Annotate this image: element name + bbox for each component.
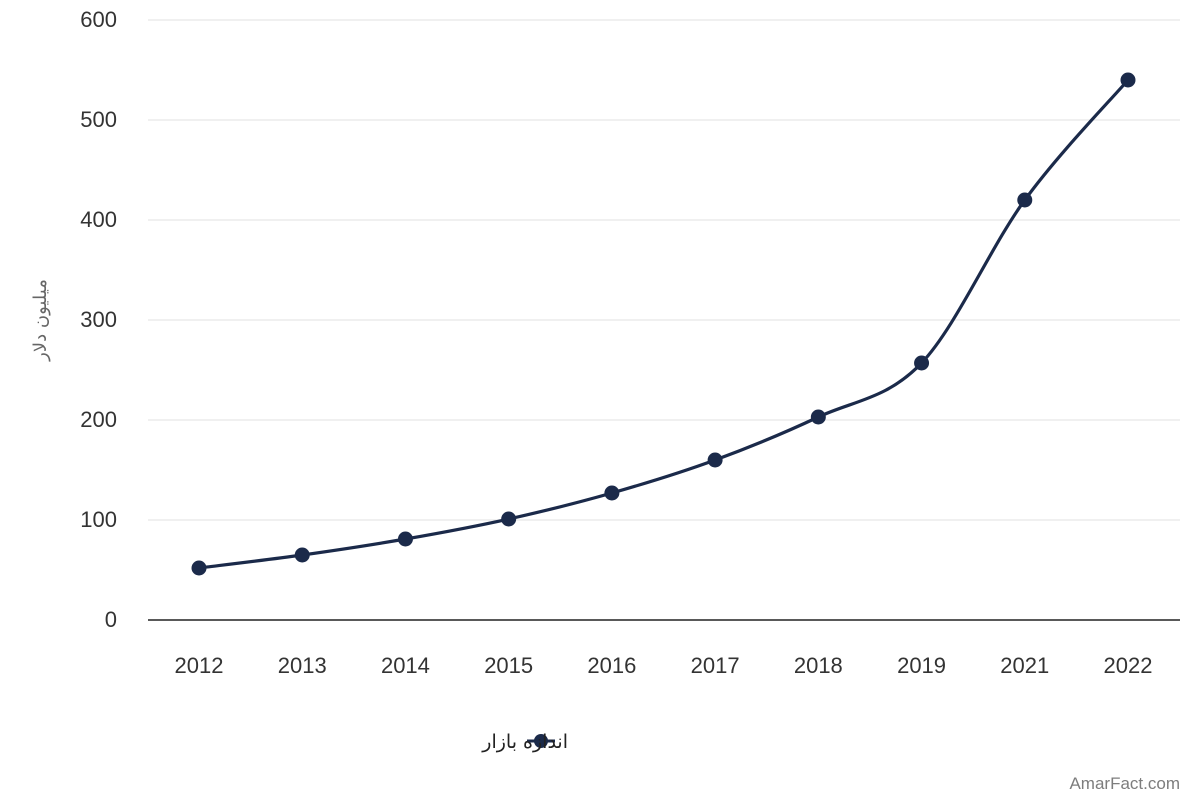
data-point-2013[interactable] [294,547,310,563]
data-points [191,72,1136,576]
x-tick-label: 2019 [897,653,946,678]
data-point-2021[interactable] [1017,192,1033,208]
x-axis-ticks: 2012 2013 2014 2015 2016 2017 2018 2019 2021 2022 [175,653,1153,678]
data-point-2017[interactable] [707,452,723,468]
y-tick-label: 500 [80,107,117,132]
data-point-2012[interactable] [191,560,207,576]
x-tick-label: 2012 [175,653,224,678]
legend-marker-swatch [534,734,548,748]
data-point-2018[interactable] [810,409,826,425]
y-axis-ticks: 0 100 200 300 400 500 600 [80,7,117,632]
y-tick-label: 0 [105,607,117,632]
y-tick-label: 200 [80,407,117,432]
x-tick-label: 2016 [587,653,636,678]
y-tick-label: 300 [80,307,117,332]
data-point-2014[interactable] [397,531,413,547]
x-tick-label: 2015 [484,653,533,678]
x-tick-label: 2013 [278,653,327,678]
x-tick-label: 2021 [1000,653,1049,678]
x-tick-label: 2014 [381,653,430,678]
watermark: AmarFact.com [1069,774,1180,793]
data-point-2016[interactable] [604,485,620,501]
x-tick-label: 2018 [794,653,843,678]
legend[interactable]: اندازه بازار [481,731,568,753]
legend-label: اندازه بازار [481,731,568,753]
data-point-2015[interactable] [501,511,517,527]
series-line [198,78,1130,570]
data-point-2019[interactable] [914,355,930,371]
y-axis-label: میلیون دلار [30,279,51,362]
y-tick-label: 600 [80,7,117,32]
y-tick-label: 400 [80,207,117,232]
data-point-2022[interactable] [1120,72,1136,88]
y-tick-label: 100 [80,507,117,532]
x-tick-label: 2022 [1104,653,1153,678]
grid-lines [148,19,1180,521]
x-tick-label: 2017 [691,653,740,678]
